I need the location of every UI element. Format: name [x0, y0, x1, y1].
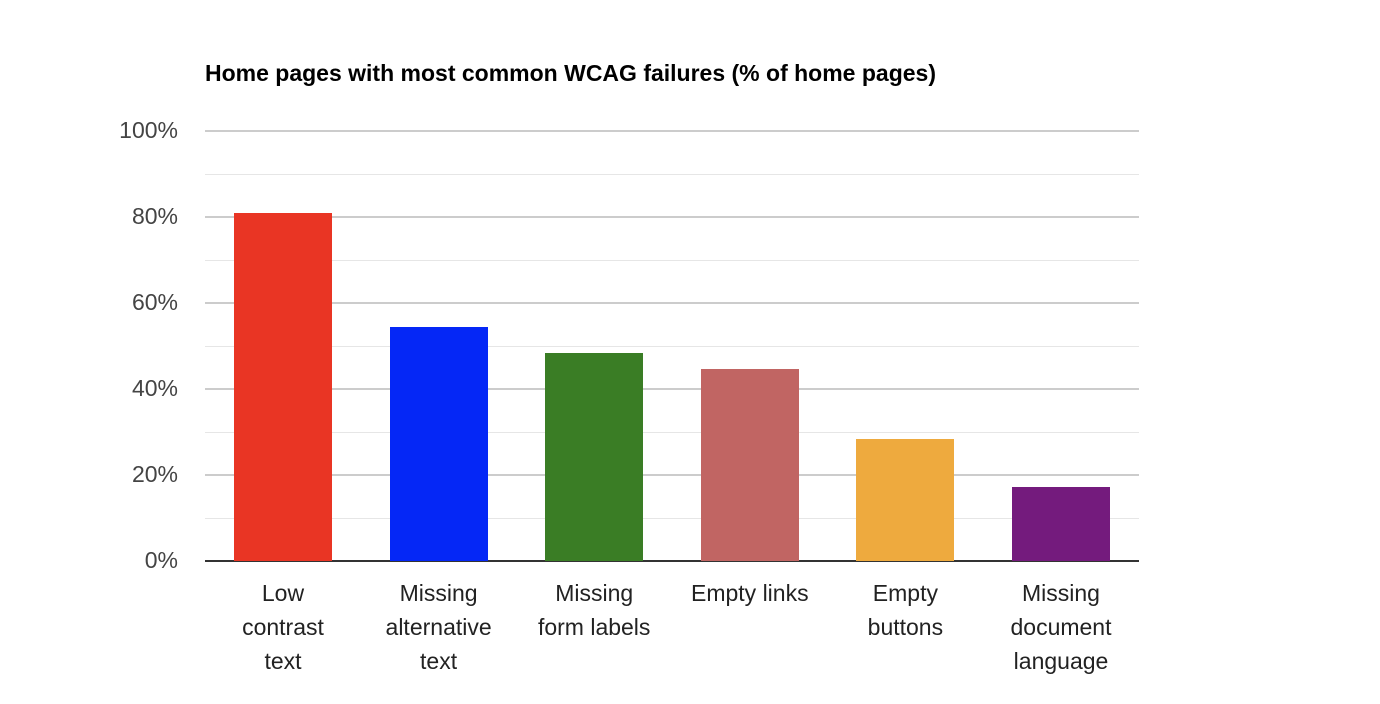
bar-empty-links	[700, 369, 799, 561]
y-tick-80: 80%	[131, 203, 178, 229]
x-label: Missing form labels	[537, 580, 651, 640]
x-label: Missing document language	[1010, 580, 1112, 674]
y-tick-40: 40%	[131, 375, 178, 401]
plot-area	[205, 130, 1139, 562]
gridline-80	[205, 216, 1139, 218]
x-axis-baseline	[205, 560, 1139, 562]
y-tick-0: 0%	[144, 547, 178, 573]
gridline-minor	[205, 174, 1139, 175]
gridline-minor	[205, 260, 1139, 261]
bar-low-contrast-text	[234, 212, 332, 561]
gridline-minor	[205, 518, 1139, 519]
x-label: Empty buttons	[867, 580, 944, 640]
gridline-100	[205, 130, 1139, 132]
y-tick-60: 60%	[131, 289, 178, 315]
gridline-60	[205, 302, 1139, 304]
bar-missing-form-labels	[545, 352, 644, 561]
gridline-minor	[205, 346, 1139, 347]
bar-empty-buttons	[856, 439, 955, 561]
x-label: Empty links	[691, 580, 809, 606]
gridline-minor	[205, 432, 1139, 433]
y-tick-20: 20%	[131, 461, 178, 487]
y-tick-100: 100%	[119, 117, 178, 143]
bar-missing-document-language	[1012, 487, 1110, 561]
bar-missing-alternative-text	[389, 327, 488, 561]
x-label: Missing alternative text	[385, 580, 492, 674]
gridline-20	[205, 474, 1139, 476]
gridline-40	[205, 388, 1139, 390]
x-label: Low contrast text	[242, 580, 324, 674]
chart-title: Home pages with most common WCAG failure…	[205, 60, 936, 86]
